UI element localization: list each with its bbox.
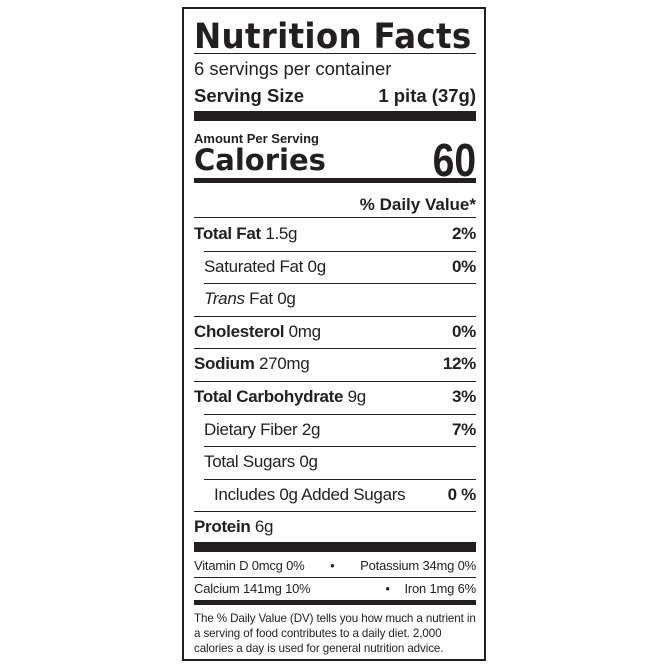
nutrient-row: Saturated Fat 0g 0% — [194, 251, 476, 283]
daily-value-percent: 3% — [452, 387, 476, 406]
medium-divider — [194, 178, 476, 183]
nutrient-row: Trans Fat 0g — [194, 283, 476, 315]
label-title: Nutrition Facts — [194, 17, 472, 57]
nutrient-label: Cholesterol — [194, 321, 285, 341]
bullet: • — [330, 557, 335, 573]
micronutrient-row: Calcium 141mg 10% • Iron 1mg 6% — [194, 577, 476, 599]
nutrient-label: Protein — [194, 517, 251, 537]
serving-size-value: 1 pita (37g) — [378, 85, 476, 106]
nutrient-amount: 6g — [254, 517, 274, 537]
servings-per-container: 6 servings per container — [194, 58, 392, 79]
serving-size: Serving Size 1 pita (37g) — [194, 85, 476, 107]
daily-value-percent: 0% — [452, 256, 476, 276]
amount-per-serving: Amount Per Serving — [194, 131, 319, 146]
nutrient-row: Total Sugars 0g — [194, 446, 476, 478]
bullet: • — [385, 580, 390, 596]
divider — [204, 283, 476, 285]
nutrient-name: Total Fat 1.5g — [194, 224, 298, 244]
nutrition-facts-label: Nutrition Facts 6 servings per container… — [182, 7, 486, 661]
divider — [194, 381, 476, 382]
divider — [194, 577, 476, 578]
divider — [194, 217, 476, 218]
nutrient-row: Total Carbohydrate 9g 3% — [194, 381, 476, 413]
daily-value-percent: 12% — [442, 354, 476, 374]
nutrient-label: Saturated Fat — [204, 256, 304, 276]
divider — [204, 413, 476, 415]
daily-value-percent: 0% — [452, 321, 476, 341]
nutrient-name: Includes 0g Added Sugars — [194, 484, 406, 505]
medium-divider — [194, 600, 476, 605]
nutrient-row: Sodium 270mg 12% — [194, 348, 476, 380]
daily-value-percent: 7% — [452, 419, 476, 439]
nutrient-amount: 1.5g — [265, 224, 298, 243]
nutrient-name: Total Sugars 0g — [194, 452, 318, 472]
nutrient-row: Cholesterol 0mg 0% — [194, 316, 476, 348]
calories-label: Calories — [194, 143, 326, 177]
nutrient-name: Protein 6g — [194, 517, 274, 537]
thick-divider — [194, 111, 476, 121]
serving-size-label: Serving Size — [194, 85, 305, 106]
nutrient-name: Cholesterol 0mg — [194, 322, 321, 342]
nutrient-name: Dietary Fiber 2g — [194, 420, 320, 440]
divider — [194, 511, 476, 513]
divider — [194, 348, 476, 350]
divider — [194, 315, 476, 317]
nutrient-label-suffix: Fat — [249, 289, 273, 309]
divider — [204, 478, 476, 480]
daily-value-percent: 0 % — [447, 484, 477, 504]
nutrient-label: Total Carbohydrate — [194, 387, 344, 406]
nutrient-amount: 270mg — [258, 354, 310, 374]
daily-value-percent: 2% — [452, 224, 476, 243]
nutrient-label: Total Fat — [194, 224, 261, 243]
nutrient-amount: 0mg — [288, 321, 321, 341]
nutrient-row: Dietary Fiber 2g 7% — [194, 414, 476, 446]
nutrient-amount: 0g — [277, 289, 296, 309]
nutrient-label: Dietary Fiber — [204, 419, 298, 439]
footnote: The % Daily Value (DV) tells you how muc… — [194, 612, 476, 655]
nutrient-label: Trans — [204, 289, 245, 309]
thick-divider — [194, 542, 476, 552]
nutrient-amount: 9g — [347, 387, 367, 406]
nutrient-label: Includes 0g Added Sugars — [214, 484, 406, 504]
nutrient-name: Total Carbohydrate 9g — [194, 387, 366, 407]
divider — [204, 446, 476, 448]
divider — [204, 250, 476, 252]
calories-value: 60 — [432, 134, 476, 186]
nutrient-row: Protein 6g — [194, 511, 476, 543]
nutrient-name: Sodium 270mg — [194, 354, 310, 374]
calcium: Calcium 141mg 10% — [194, 580, 311, 596]
daily-value-header: % Daily Value* — [359, 195, 476, 214]
nutrient-row: Includes 0g Added Sugars 0 % — [194, 479, 476, 511]
nutrient-label: Total Sugars — [204, 452, 295, 472]
iron: Iron 1mg 6% — [404, 580, 476, 596]
nutrient-amount: 2g — [301, 419, 321, 439]
nutrient-name: Trans Fat 0g — [194, 289, 296, 309]
divider — [194, 53, 476, 54]
nutrient-amount: 0g — [307, 256, 327, 276]
nutrient-label: Sodium — [194, 354, 255, 374]
nutrient-name: Saturated Fat 0g — [194, 257, 326, 277]
nutrient-row: Total Fat 1.5g 2% — [194, 218, 476, 250]
vitamin-d: Vitamin D 0mcg 0% — [194, 557, 305, 573]
nutrient-amount: 0g — [299, 452, 318, 472]
micronutrient-row: Vitamin D 0mcg 0% • Potassium 34mg 0% — [194, 554, 476, 576]
potassium: Potassium 34mg 0% — [360, 557, 476, 573]
